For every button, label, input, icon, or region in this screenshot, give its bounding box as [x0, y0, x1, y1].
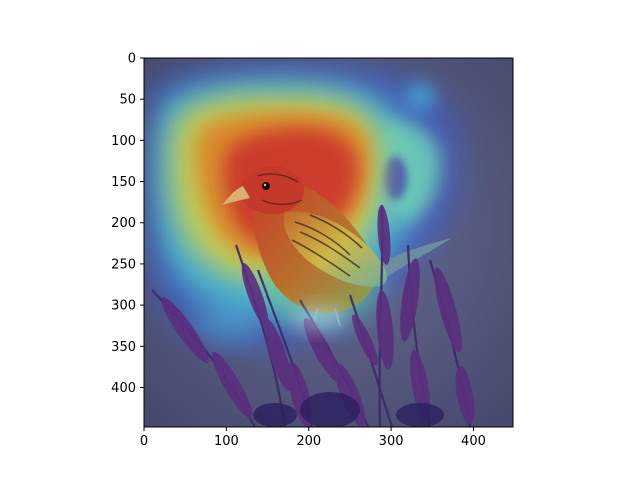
bird-beak	[222, 186, 250, 205]
y-tick-label: 350	[111, 340, 136, 355]
light-spot	[290, 306, 346, 330]
bird-eye-highlight	[263, 183, 267, 187]
y-tick-label: 400	[111, 381, 136, 396]
x-tick-label: 300	[379, 434, 404, 449]
bird-head	[240, 166, 304, 214]
heatmap-lower-cyan	[195, 302, 265, 338]
x-tick-label: 400	[461, 434, 486, 449]
x-tick-label: 0	[140, 434, 148, 449]
y-tick-label: 300	[111, 299, 136, 314]
x-tick-label: 200	[296, 434, 321, 449]
bird-head-streaks	[257, 173, 303, 206]
y-tick-label: 0	[128, 52, 136, 67]
heatmap-cyan-spot	[406, 83, 434, 111]
bird	[222, 166, 452, 331]
y-axis-ticks: 0 50 100 150 200 250 300 350 400	[111, 52, 144, 396]
x-axis-ticks: 0 100 200 300 400	[140, 427, 486, 449]
bird-wing	[283, 211, 387, 287]
y-tick-label: 200	[111, 216, 136, 231]
heatmap-blue-hole	[383, 156, 407, 200]
y-tick-label: 50	[119, 93, 136, 108]
image-area	[144, 58, 513, 427]
bird-tail	[368, 238, 452, 278]
axes-frame	[143, 57, 514, 428]
plant-stalks	[151, 204, 475, 427]
y-tick-label: 150	[111, 175, 136, 190]
bird-wing-streaks	[291, 214, 363, 277]
y-tick-label: 100	[111, 134, 136, 149]
bird-eye	[262, 182, 270, 190]
y-tick-label: 250	[111, 257, 136, 272]
x-tick-label: 100	[214, 434, 239, 449]
